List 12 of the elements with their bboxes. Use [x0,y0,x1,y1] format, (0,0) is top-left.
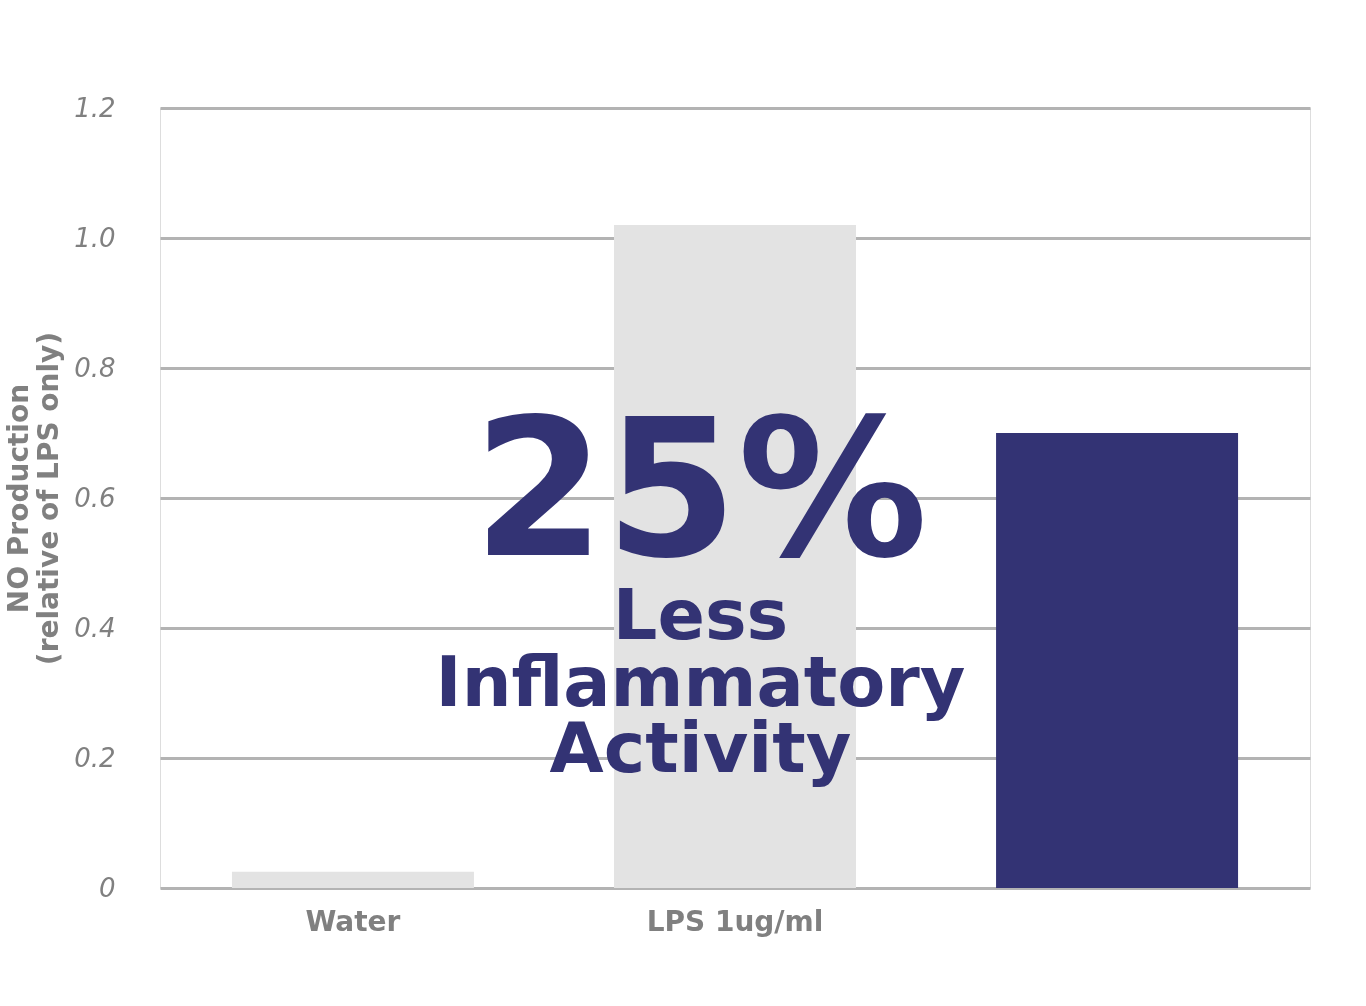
y-tick-label: 0 [98,872,116,903]
x-tick-label: LPS 1ug/ml [646,904,824,938]
y-tick-label: 0.8 [74,352,116,383]
y-tick-label: 1.2 [74,92,116,123]
bar [996,433,1239,888]
y-tick-label: 0.6 [74,482,116,513]
y-tick-label: 1.0 [74,222,116,253]
y-axis-title: NO Production (relative of LPS only) [2,331,66,666]
bar [231,871,474,888]
y-tick-label: 0.2 [74,742,116,773]
x-tick-label: Water [305,904,401,938]
y-tick-label: 0.4 [74,612,116,643]
